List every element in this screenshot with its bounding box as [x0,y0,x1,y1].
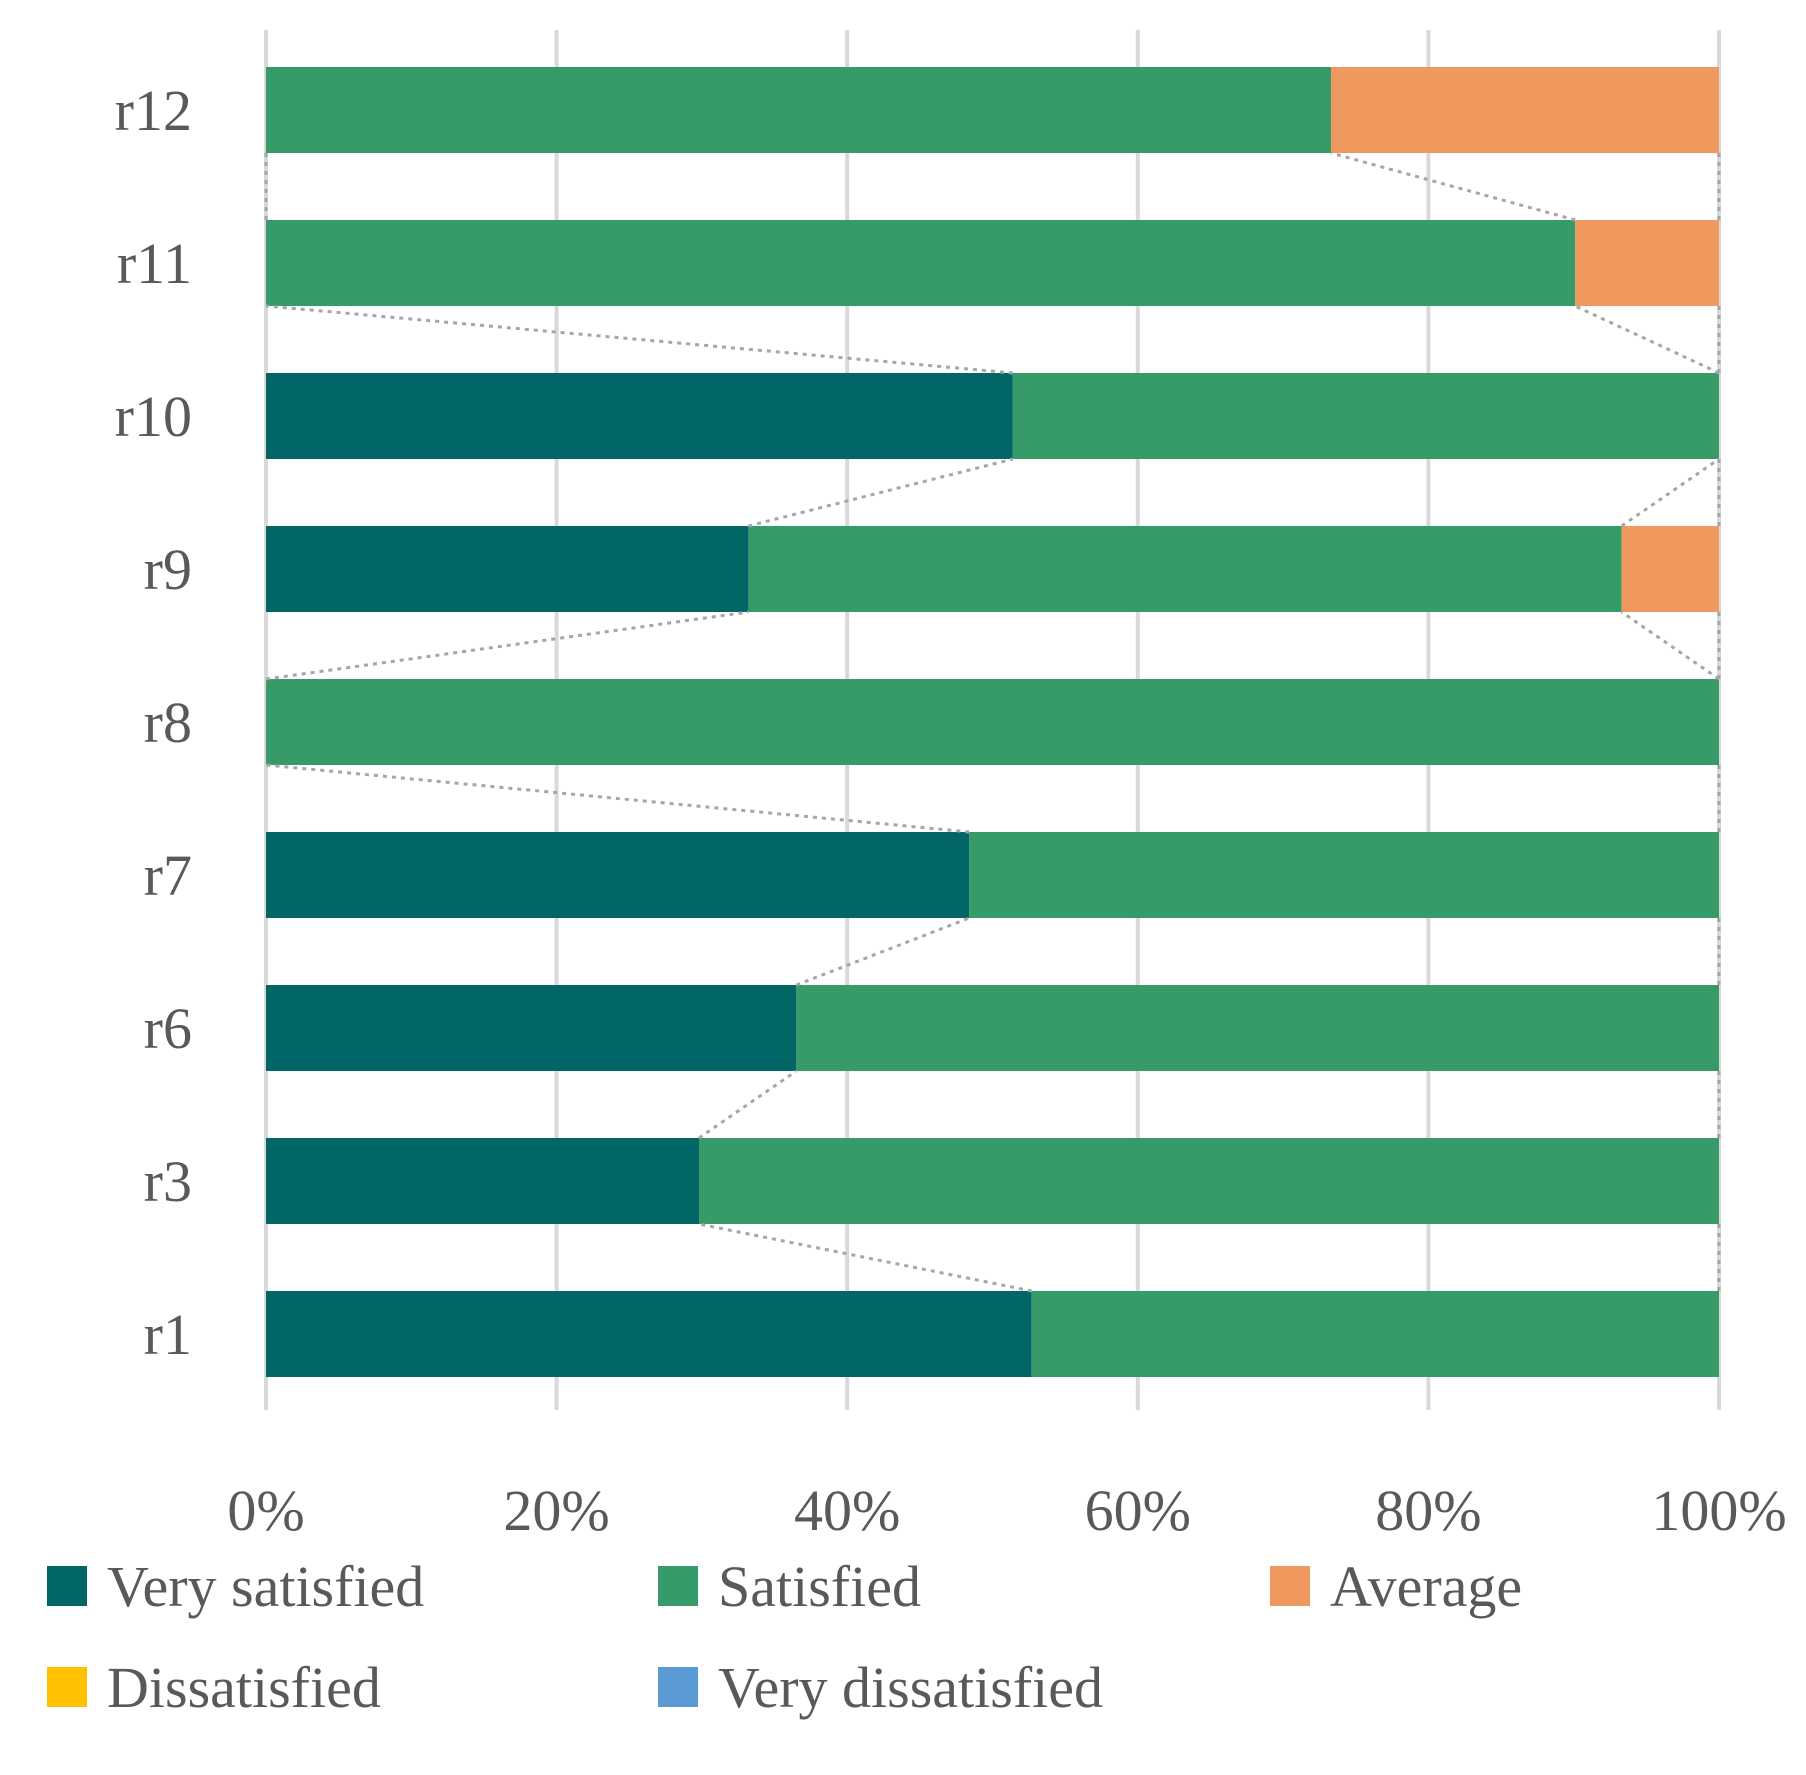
bar-r12-average [1331,67,1719,153]
bar-r8-satisfied [266,679,1719,765]
legend-label: Average [1330,1554,1522,1619]
series-line [1330,151,1576,222]
series-lines [264,151,1721,1293]
bar-r9-average [1621,526,1719,612]
series-line [265,304,1013,375]
bar-r6-satisfied [796,985,1719,1071]
y-tick-label: r7 [144,843,192,908]
y-tick-label: r3 [144,1149,192,1214]
bar-r7-satisfied [969,832,1719,918]
bar-r1-very-satisfied [266,1291,1032,1377]
series-line [698,1069,798,1140]
legend-swatch [658,1566,698,1606]
x-tick-label: 80% [1375,1478,1481,1543]
bar-r3-very-satisfied [266,1138,699,1224]
x-tick-label: 40% [794,1478,900,1543]
x-tick-label: 20% [503,1478,609,1543]
x-axis-labels: 0% 20% 40% 60% 80% 100% [227,1478,1786,1543]
legend-swatch [47,1566,87,1606]
series-line [265,763,970,834]
x-tick-label: 60% [1085,1478,1191,1543]
legend-label: Satisfied [718,1554,921,1619]
y-axis-labels: r1 r3 r6 r7 r8 r9 r10 r11 r12 [115,78,192,1367]
legend-swatch [1270,1566,1310,1606]
x-tick-label: 0% [227,1478,304,1543]
bar-r9-very-satisfied [266,526,749,612]
bar-r10-satisfied [1012,373,1719,459]
bar-r10-very-satisfied [266,373,1013,459]
y-tick-label: r11 [117,231,192,296]
y-tick-label: r10 [115,384,192,449]
bar-r12-satisfied [266,67,1332,153]
y-tick-label: r1 [144,1302,192,1367]
bar-r7-very-satisfied [266,832,970,918]
bar-r9-satisfied [748,526,1622,612]
y-tick-label: r12 [115,78,192,143]
bar-r11-satisfied [266,220,1576,306]
series-line [1574,304,1720,375]
bar-r1-satisfied [1031,1291,1719,1377]
series-line [698,1222,1033,1293]
bar-r3-satisfied [698,1138,1719,1224]
legend-swatch [47,1667,87,1707]
series-line [1620,610,1720,681]
bar-r11-average [1575,220,1719,306]
y-tick-label: r9 [144,537,192,602]
bars [266,67,1719,1377]
series-line [748,457,1014,528]
legend-swatch [658,1667,698,1707]
series-line [795,916,970,987]
legend: Very satisfied Satisfied Average Dissatisfi… [47,1554,1522,1720]
x-tick-label: 100% [1651,1478,1786,1543]
legend-label: Very dissatisfied [718,1655,1103,1720]
series-line [1620,457,1720,528]
series-line [265,610,749,681]
legend-label: Very satisfied [107,1554,424,1619]
y-tick-label: r8 [144,690,192,755]
bar-r6-very-satisfied [266,985,797,1071]
legend-label: Dissatisfied [107,1655,381,1720]
y-tick-label: r6 [144,996,192,1061]
